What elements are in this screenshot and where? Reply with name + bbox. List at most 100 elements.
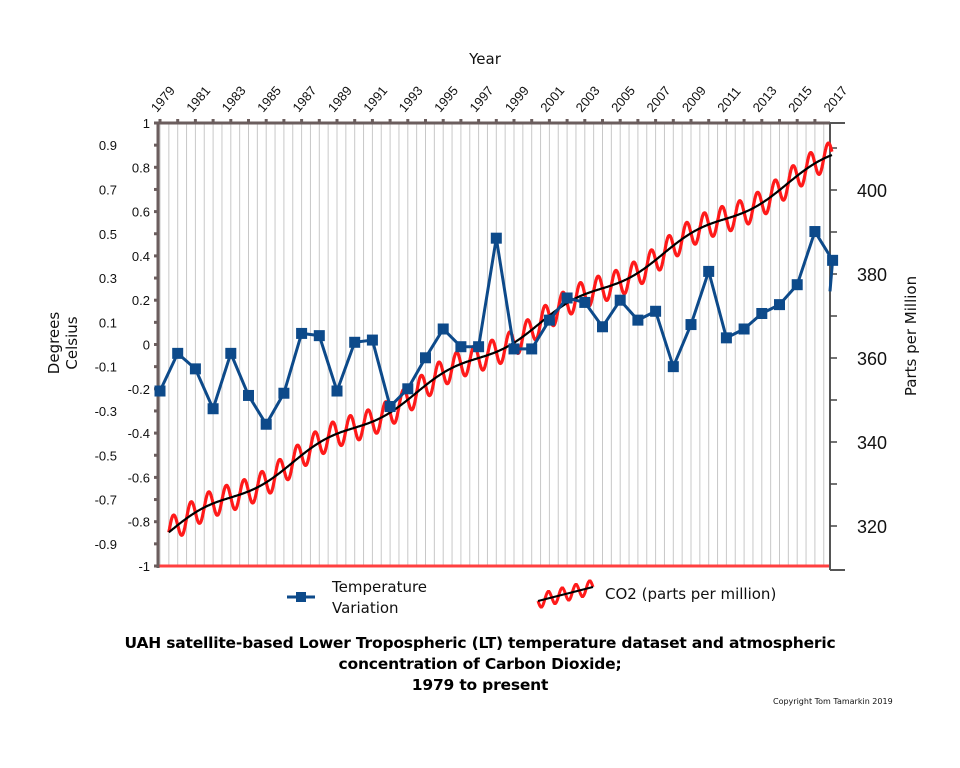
chart-caption-line3: 1979 to present [411,676,549,694]
temperature-point [207,403,219,415]
x-tick-label: 1993 [396,83,426,115]
x-tick-label: 1997 [466,83,496,115]
temperature-point [720,332,732,344]
y-left-tick-label-minor: -0.5 [95,448,117,463]
x-tick-label: 1979 [148,83,178,115]
temperature-point [402,383,414,395]
legend: Temperature Variation CO2 (parts per mil… [287,578,776,617]
y-left-tick-label: 0.2 [132,293,150,308]
temperature-point [703,265,715,277]
y-left-tick-label: 1 [143,116,150,131]
y-left-tick-label: -0.2 [128,382,150,397]
temperature-point [561,292,573,304]
chart-caption-line2: concentration of Carbon Dioxide; [338,655,622,673]
y-right-tick-label: 320 [857,517,887,537]
co2-seasonal-line [167,141,834,537]
temperature-point [614,294,626,306]
temperature-point [579,296,591,308]
temperature-point [437,323,449,335]
temperature-point [172,347,184,359]
legend-co2-trend-icon [537,586,594,602]
temperature-series [154,226,839,430]
legend-temperature-marker-icon [296,592,306,602]
x-axis-title: Year [468,50,502,68]
x-tick-label: 1991 [360,83,390,115]
x-tick-label: 1995 [431,83,461,115]
temperature-point [490,232,502,244]
x-tick-label: 1983 [219,83,249,115]
co2-trend-line [168,154,833,534]
y-left-tick-label: 0.6 [132,205,150,220]
temperature-point [331,385,343,397]
y-left-tick-label: -0.4 [128,426,150,441]
axes [154,119,845,571]
y-left-tick-label-minor: 0.9 [99,138,117,153]
y-left-tick-label: -0.6 [128,470,150,485]
x-tick-labels: 1979 1981 1983 1985 1987 1989 1991 1993 1995 1997… [148,83,851,115]
y-right-tick-label: 360 [857,349,887,369]
y-right-axis-title: Parts per Million [902,276,920,396]
temperature-point [260,418,272,430]
temperature-point [738,323,750,335]
temperature-point [791,279,803,291]
temperature-point [189,363,201,375]
temperature-point [756,307,768,319]
y-left-tick-label-minor: -0.7 [95,493,117,508]
x-tick-label: 1999 [502,83,532,115]
y-right-tick-label: 340 [857,433,887,453]
co2-series [167,141,834,537]
y-left-tick-labels: 1 0.8 0.6 0.4 0.2 0 -0.2 -0.4 -0.6 -0.8 -1 0.9 0.7 0.… [95,116,150,574]
y-left-axis-title-line1: Degrees [45,312,63,375]
y-right-tick-label: 400 [857,181,887,201]
y-left-tick-label-minor: 0.5 [99,227,117,242]
temperature-point [455,341,467,353]
copyright-text: Copyright Tom Tamarkin 2019 [773,697,893,706]
legend-co2-label: CO2 (parts per million) [605,585,776,603]
y-left-tick-label: -0.8 [128,515,150,530]
y-left-tick-label: 0 [143,338,150,353]
temperature-point [508,343,520,355]
y-left-tick-label-minor: -0.1 [95,360,117,375]
y-left-tick-label-minor: 0.1 [99,315,117,330]
x-tick-label: 1981 [183,83,213,115]
temperature-point [667,361,679,373]
y-left-tick-label-minor: -0.9 [95,537,117,552]
x-tick-label: 1985 [254,83,284,115]
x-tick-label: 2003 [573,83,603,115]
temperature-point [650,305,662,317]
y-left-tick-label: 0.8 [132,160,150,175]
temperature-point [384,401,396,413]
temperature-point [827,254,839,266]
x-tick-label: 2005 [608,83,638,115]
temperature-point [473,341,485,353]
x-tick-label: 2013 [750,83,780,115]
y-left-tick-label-minor: 0.7 [99,182,117,197]
temperature-point [420,352,431,364]
x-tick-label: 2011 [714,84,743,115]
x-tick-label: 1989 [325,83,355,115]
x-tick-label: 2007 [643,83,673,115]
chart-caption-line1: UAH satellite-based Lower Tropospheric (… [124,634,836,652]
x-tick-label: 2015 [785,83,815,115]
y-left-axis-title-line2: Celsius [63,316,81,369]
temperature-point [774,299,785,311]
temperature-point [366,334,378,346]
temperature-point [632,314,644,326]
temperature-point [526,343,538,355]
temperature-point [685,319,697,331]
temperature-point [296,327,308,339]
y-left-tick-label-minor: 0.3 [99,271,117,286]
temperature-point [154,385,166,397]
temperature-point [243,389,254,401]
legend-temperature-label-line2: Variation [332,599,399,617]
x-tick-label: 2017 [820,83,850,115]
temperature-point [543,314,555,326]
x-tick-label: 1987 [289,83,319,115]
y-left-tick-label-minor: -0.3 [95,404,117,419]
y-left-tick-label: -1 [138,559,150,574]
y-right-tick-label: 380 [857,265,887,285]
temperature-point [349,336,361,348]
temperature-line [158,230,835,426]
x-tick-label: 2009 [679,83,709,115]
x-tick-label: 2001 [537,83,567,115]
